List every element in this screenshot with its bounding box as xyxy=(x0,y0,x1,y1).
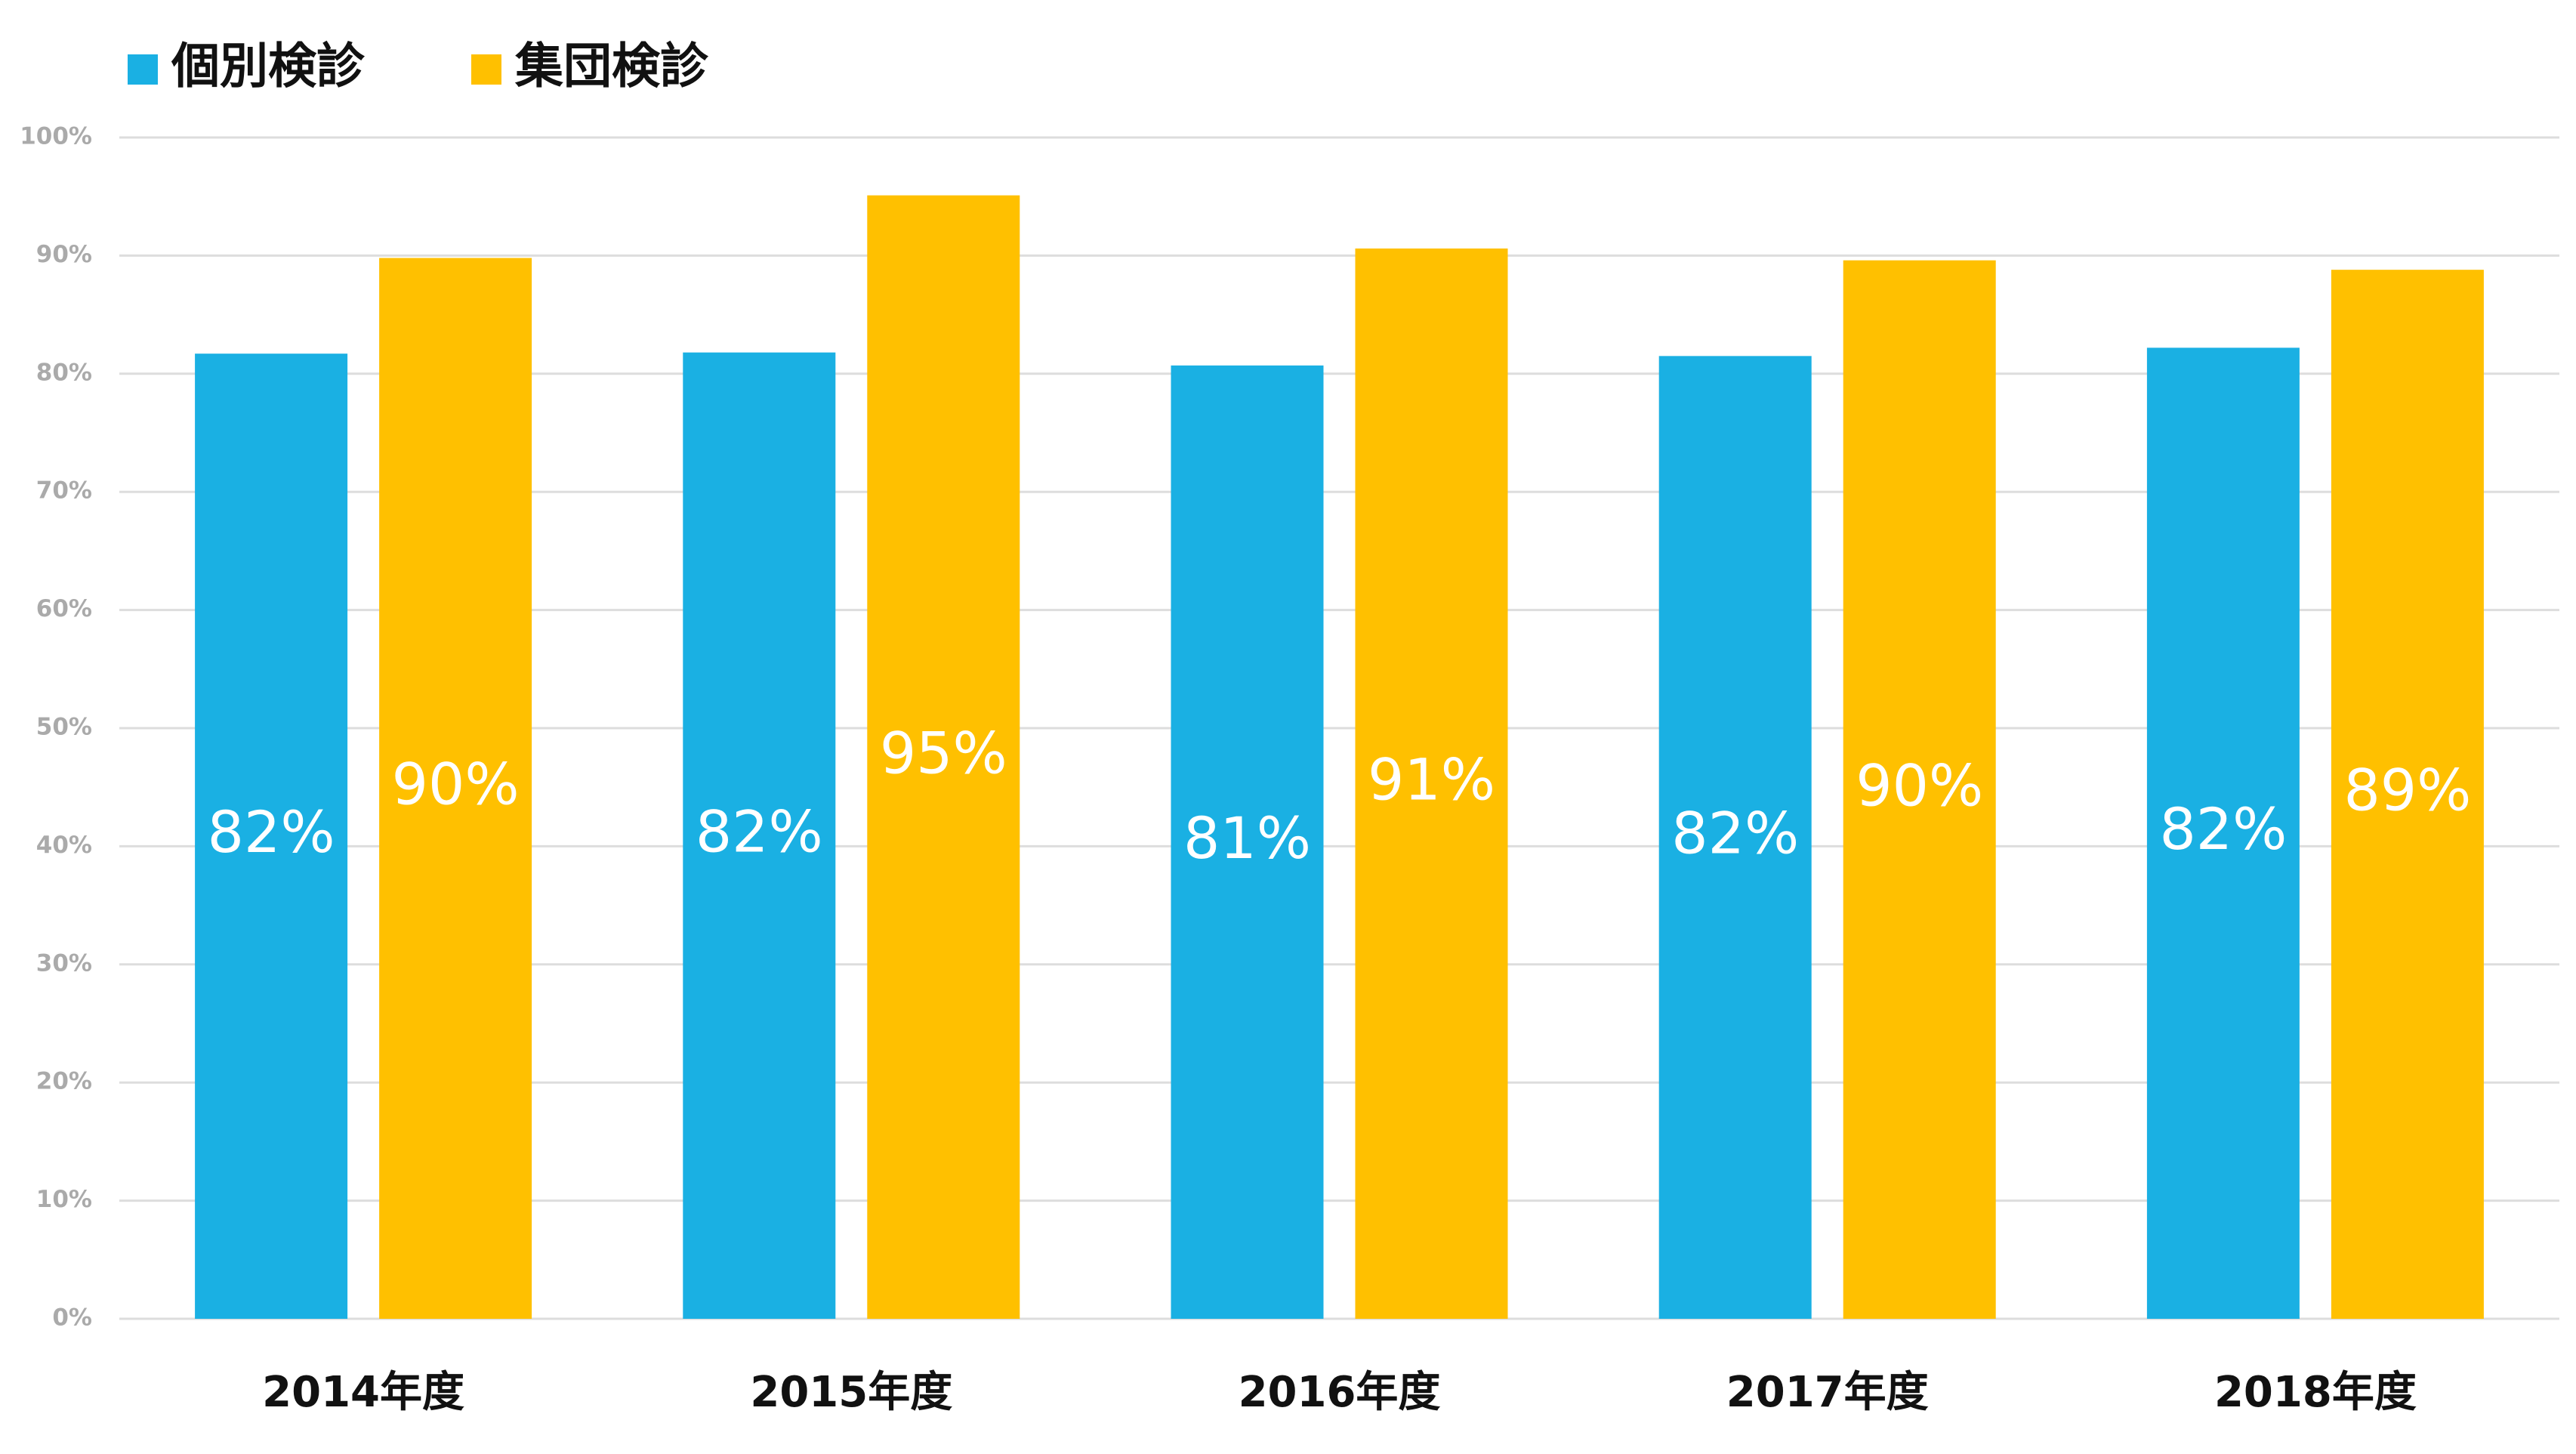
x-tick-label: 2017年度 xyxy=(1726,1368,1929,1417)
data-label: 90% xyxy=(1856,752,1983,819)
data-label: 95% xyxy=(880,719,1007,786)
bar xyxy=(683,352,836,1320)
data-label: 82% xyxy=(696,798,823,865)
y-tick-label: 80% xyxy=(36,359,92,386)
y-tick-label: 70% xyxy=(36,477,92,505)
bar xyxy=(1171,365,1324,1319)
y-tick-label: 50% xyxy=(36,714,92,741)
bar xyxy=(1843,260,1996,1319)
data-label: 90% xyxy=(392,751,520,818)
bar xyxy=(2331,270,2484,1320)
x-tick-label: 2016年度 xyxy=(1239,1368,1441,1417)
y-tick-label: 100% xyxy=(20,123,92,150)
data-label: 89% xyxy=(2343,757,2471,824)
y-tick-label: 0% xyxy=(52,1304,92,1332)
x-tick-label: 2015年度 xyxy=(750,1368,952,1417)
y-tick-label: 90% xyxy=(36,241,92,268)
legend-label: 個別検診 xyxy=(171,39,366,95)
y-tick-label: 40% xyxy=(36,832,92,859)
bar xyxy=(2146,347,2300,1320)
bar xyxy=(867,195,1020,1319)
y-tick-label: 30% xyxy=(36,949,92,977)
bar xyxy=(379,258,532,1319)
data-label: 82% xyxy=(208,798,335,866)
x-tick-label: 2014年度 xyxy=(262,1368,464,1417)
y-tick-label: 60% xyxy=(36,595,92,622)
legend-swatch xyxy=(128,54,158,85)
bar xyxy=(195,353,348,1319)
x-tick-label: 2018年度 xyxy=(2214,1368,2417,1417)
data-label: 82% xyxy=(1671,800,1799,867)
y-tick-label: 10% xyxy=(36,1186,92,1213)
legend-swatch xyxy=(471,54,501,85)
bar xyxy=(1658,356,1812,1320)
data-label: 82% xyxy=(2159,795,2287,863)
bar xyxy=(1355,249,1508,1319)
data-label: 81% xyxy=(1183,804,1311,872)
legend-label: 集団検診 xyxy=(514,39,709,95)
y-tick-label: 20% xyxy=(36,1068,92,1095)
data-label: 91% xyxy=(1368,746,1495,813)
